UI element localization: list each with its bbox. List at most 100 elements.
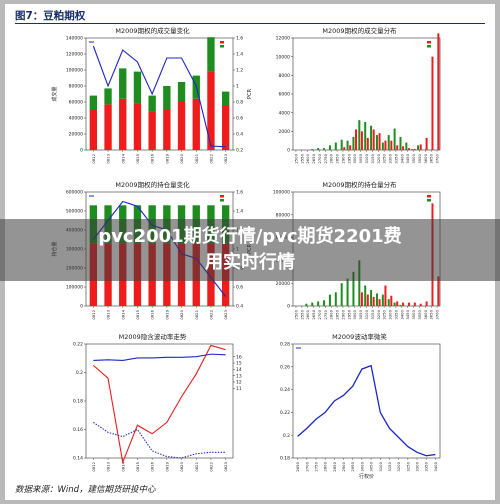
bar-call [390,140,393,150]
x-tick-label: 0823 [223,153,228,163]
bar-put [323,148,326,150]
bar-put [323,300,326,306]
title-rule [15,23,485,24]
y2-tick-label: 0.6 [236,116,243,122]
x-tick-label: 3700 [435,309,440,319]
x-tick-label: 3350 [393,309,398,319]
x-tick-label: 2550 [299,309,304,319]
x-tick-label: 3250 [405,461,410,471]
bar-call [177,102,186,150]
bar-put [340,283,343,306]
x-tick-label: 0821 [194,461,199,471]
y2-tick-label: 1 [236,84,239,90]
x-tick-label: 3350 [393,153,398,163]
x-tick-label: 3050 [369,461,374,471]
bar-call [396,301,399,306]
chart-title: M2009期权的成交量变化 [115,26,190,35]
x-tick-label: 2500 [293,309,298,319]
x-tick-label: 0812 [91,461,96,471]
y-tick-label: 0.22 [280,410,290,416]
bar-call [366,294,369,306]
x-tick-label: 0815 [135,461,140,471]
watermark-text: pvc2001期货行情/pvc期货2201费 用实时行情 [0,224,500,276]
y-tick-label: 20000 [69,132,83,138]
x-tick-label: 3100 [364,153,369,163]
x-tick-label: 0819 [164,461,169,471]
x-tick-label: 2950 [346,153,351,163]
bar-put [417,145,420,150]
y-tick-label: 20000 [276,281,290,287]
y-tick-label: 500000 [66,209,83,215]
x-tick-label: 0820 [179,461,184,471]
bar-call [384,285,387,306]
plot-frame [292,343,441,459]
bar-call [360,292,363,306]
x-tick-label: 2900 [340,153,345,163]
x-tick-label: 2800 [329,309,334,319]
chart-title: M2009隐含波动率走势 [119,332,187,341]
x-tick-label: 0813 [106,153,111,163]
bar-call [343,147,346,150]
y-tick-label: 0.14 [73,456,83,462]
bar-put [317,148,320,150]
bar-call [384,140,387,150]
y-tick-label: 0 [287,304,290,310]
y-tick-label: 0.28 [280,342,290,348]
chart-title: M2009波动率微笑 [332,332,387,341]
bar-put [148,95,156,112]
y-tick-label: 8000 [279,73,291,79]
y-tick-label: 100000 [273,190,290,196]
y2-tick-label: 11 [236,386,242,392]
series-line-iv-call [92,344,226,465]
x-tick-label: 2500 [293,153,298,163]
x-tick-label: 3050 [358,309,363,319]
bar-call [431,56,434,150]
x-tick-label: 2700 [317,309,322,319]
series-line-pcr [92,45,226,148]
bar-call [378,133,381,150]
bar-put [358,260,361,306]
bar-call [207,71,215,150]
bar-call [148,111,156,150]
x-tick-label: 2750 [313,461,318,471]
legend-swatch-call [427,195,431,198]
x-tick-label: 3200 [376,153,381,163]
x-tick-label: 3400 [399,309,404,319]
x-tick-label: 3450 [405,309,410,319]
x-tick-label: 0814 [120,461,125,471]
x-tick-label: 3400 [399,153,404,163]
bar-put [411,149,414,150]
y2-tick-label: 14 [236,367,242,373]
x-tick-label: 2700 [317,153,322,163]
bar-put [405,142,408,150]
x-tick-label: 3500 [411,153,416,163]
bar-put [381,142,384,150]
y-tick-label: 100000 [66,285,83,291]
y-tick-label: 80000 [69,84,83,90]
x-tick-label: 0814 [120,309,125,319]
bar-put [393,302,396,306]
y-tick-label: 80000 [276,212,290,218]
bar-call [402,302,405,306]
x-tick-label: 3050 [358,153,363,163]
bar-put [352,271,355,306]
x-tick-label: 3300 [415,461,420,471]
watermark-banner [0,219,500,281]
x-tick-label: 0819 [164,153,169,163]
bar-call [89,110,98,150]
x-tick-label: 3300 [388,309,393,319]
x-tick-label: 3500 [411,309,416,319]
y-tick-label: 6000 [279,92,291,98]
x-tick-label: 2750 [323,153,328,163]
x-tick-label: 3150 [370,309,375,319]
bar-call [221,106,230,150]
bar-call [366,137,369,150]
bar-put [387,299,390,306]
x-tick-label: 2900 [340,309,345,319]
watermark-line-2: 用实时行情 [205,252,295,273]
x-tick-label: 3400 [433,461,438,471]
bar-call [119,98,127,150]
bar-call [390,295,393,306]
bar-put [370,290,373,306]
x-tick-label: 0822 [208,153,213,163]
